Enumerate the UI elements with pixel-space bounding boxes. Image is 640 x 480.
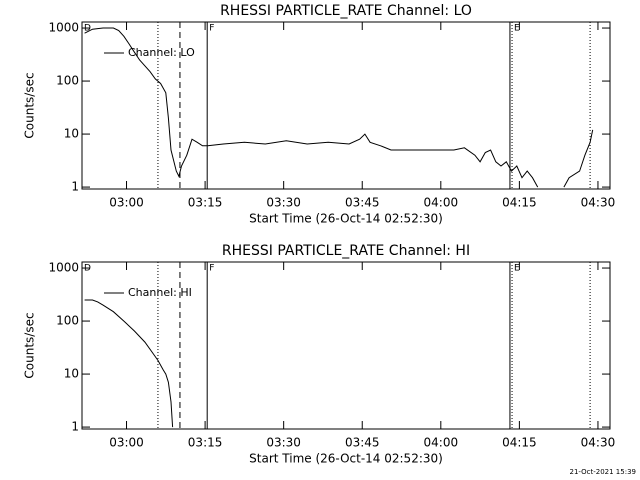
x-tick-label: 03:15 <box>188 436 223 450</box>
marker-label: F <box>209 24 214 34</box>
legend-label: Channel: LO <box>128 46 195 59</box>
x-tick-label: 03:15 <box>188 196 223 210</box>
x-tick-label: 04:00 <box>424 196 459 210</box>
legend-label: Channel: HI <box>128 286 192 299</box>
x-tick-label: 04:15 <box>502 196 537 210</box>
y-tick-label: 10 <box>64 127 79 141</box>
panel: RHESSI PARTICLE_RATE Channel: LO Start Ti… <box>23 3 616 226</box>
y-tick-label: 100 <box>56 74 79 88</box>
plot-frame <box>81 261 611 430</box>
corner-label: D <box>84 264 91 274</box>
x-axis-label: Start Time (26-Oct-14 02:52:30) <box>249 452 443 466</box>
series-line <box>84 27 594 188</box>
x-axis-label: Start Time (26-Oct-14 02:52:30) <box>249 212 443 226</box>
marker-label: E <box>514 264 520 274</box>
y-axis-label: Counts/sec <box>23 72 37 138</box>
x-tick-label: 03:00 <box>109 196 144 210</box>
series-line <box>84 299 174 428</box>
marker-label: E <box>514 24 520 34</box>
x-tick-label: 04:00 <box>424 436 459 450</box>
plot-frame <box>81 21 611 190</box>
y-tick-label: 1 <box>71 180 79 194</box>
x-tick-label: 04:30 <box>581 196 616 210</box>
x-tick-label: 03:45 <box>345 436 380 450</box>
marker-label: F <box>209 264 214 274</box>
x-tick-label: 03:30 <box>266 196 301 210</box>
y-tick-label: 100 <box>56 314 79 328</box>
x-tick-label: 03:30 <box>266 436 301 450</box>
x-tick-label: 04:30 <box>581 436 616 450</box>
chart-title: RHESSI PARTICLE_RATE Channel: LO <box>220 3 472 19</box>
y-axis-label: Counts/sec <box>23 312 37 378</box>
y-tick-label: 10 <box>64 367 79 381</box>
x-tick-label: 03:45 <box>345 196 380 210</box>
panel: RHESSI PARTICLE_RATE Channel: HI Start Ti… <box>23 243 616 466</box>
y-tick-label: 1 <box>71 420 79 434</box>
chart-title: RHESSI PARTICLE_RATE Channel: HI <box>222 243 470 259</box>
x-tick-label: 03:00 <box>109 436 144 450</box>
x-tick-label: 04:15 <box>502 436 537 450</box>
y-tick-label: 1000 <box>48 261 79 275</box>
corner-label: D <box>84 24 91 34</box>
footer-timestamp: 21-Oct-2021 15:39 <box>570 468 636 476</box>
y-tick-label: 1000 <box>48 21 79 35</box>
